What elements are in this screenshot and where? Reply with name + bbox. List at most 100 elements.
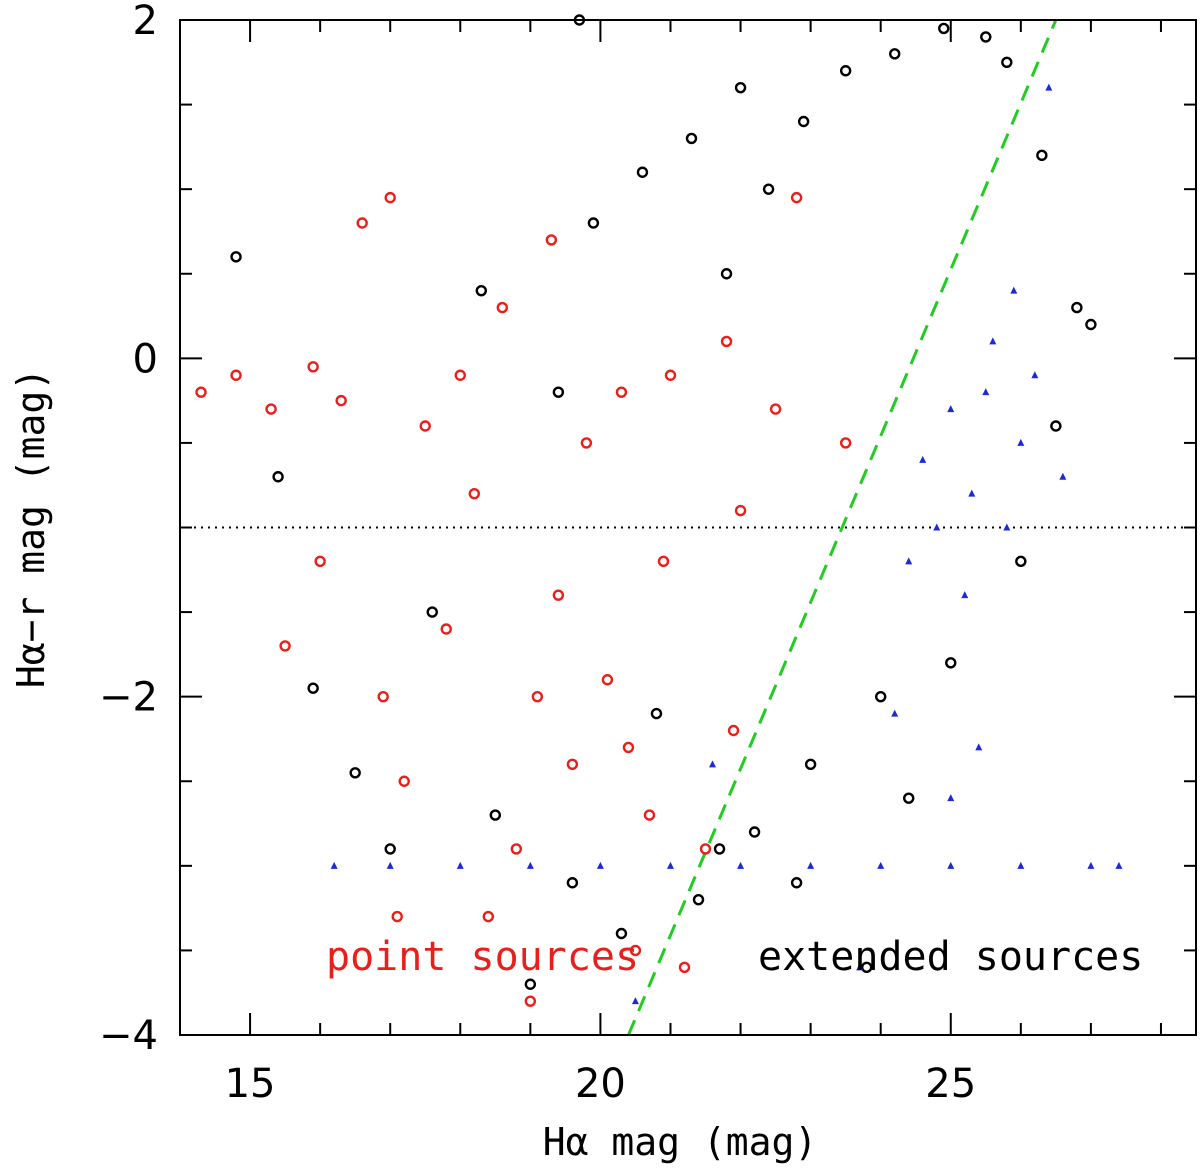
data-point xyxy=(713,843,726,855)
data-point xyxy=(737,861,745,869)
data-point xyxy=(601,674,614,686)
data-point xyxy=(903,792,915,804)
data-point xyxy=(790,877,803,889)
data-point xyxy=(699,843,712,855)
data-point xyxy=(1085,318,1097,331)
data-point xyxy=(622,741,635,754)
data-point xyxy=(657,555,670,568)
data-point xyxy=(975,743,983,751)
data-point xyxy=(195,386,207,398)
data-point xyxy=(1003,523,1011,531)
data-point xyxy=(643,809,656,821)
data-point xyxy=(384,191,396,204)
data-point xyxy=(889,48,901,60)
data-point xyxy=(631,997,639,1005)
data-point xyxy=(860,961,873,974)
data-point xyxy=(905,557,913,565)
data-point xyxy=(468,487,480,500)
data-point xyxy=(856,963,864,971)
data-point xyxy=(919,455,927,463)
data-point xyxy=(454,369,466,381)
data-point xyxy=(482,910,495,923)
data-point xyxy=(678,961,691,974)
data-point xyxy=(545,234,558,246)
data-point xyxy=(692,893,705,906)
data-point xyxy=(335,394,347,407)
y-tick-label: 2 xyxy=(133,0,158,44)
x-tick-label: 25 xyxy=(925,1061,976,1107)
x-tick-label: 20 xyxy=(575,1061,626,1107)
data-point xyxy=(807,861,815,869)
data-point xyxy=(720,268,733,280)
y-tick-label: −4 xyxy=(99,1013,158,1059)
tick-labels: 15 20 25 −4 −2 0 2 xyxy=(99,0,976,1107)
data-point xyxy=(734,81,747,94)
data-point xyxy=(650,707,663,720)
data-point xyxy=(1031,371,1039,379)
data-point xyxy=(636,166,649,178)
data-point xyxy=(524,995,537,1007)
data-point xyxy=(1010,286,1018,294)
data-point xyxy=(1045,83,1053,91)
data-point xyxy=(1001,56,1013,68)
data-point xyxy=(839,437,852,449)
data-point xyxy=(947,861,955,869)
data-point xyxy=(265,403,277,415)
data-point xyxy=(384,843,396,855)
data-point xyxy=(989,337,997,345)
data-point xyxy=(1017,438,1025,446)
data-point xyxy=(456,861,464,869)
data-point xyxy=(947,405,955,413)
data-point xyxy=(391,910,403,923)
reference-lines xyxy=(180,19,1196,1036)
data-point xyxy=(874,690,887,703)
legend-point-sources: point sources xyxy=(326,934,639,980)
data-point xyxy=(615,386,628,398)
data-point xyxy=(1115,861,1123,869)
y-axis-label: Hα−r mag (mag) xyxy=(9,368,53,688)
data-point xyxy=(685,132,698,145)
data-point xyxy=(314,555,326,568)
data-point xyxy=(877,861,885,869)
data-point xyxy=(938,22,950,35)
data-point xyxy=(980,31,992,43)
data-point xyxy=(349,767,361,779)
data-point xyxy=(272,471,284,483)
data-point xyxy=(891,709,899,717)
data-point xyxy=(426,606,438,618)
data-point xyxy=(356,217,368,229)
data-point xyxy=(804,758,817,771)
data-point xyxy=(961,591,969,599)
data-point xyxy=(769,403,782,415)
data-point xyxy=(762,183,775,195)
data-point xyxy=(968,489,976,497)
data-point xyxy=(615,927,628,940)
data-point xyxy=(709,760,717,768)
data-point xyxy=(489,809,502,821)
data-point xyxy=(1017,861,1025,869)
data-point xyxy=(440,623,452,635)
data-point xyxy=(386,861,394,869)
data-point xyxy=(720,335,733,348)
data-point xyxy=(230,251,242,263)
data-point xyxy=(526,861,534,869)
data-points xyxy=(195,14,1123,1007)
data-point xyxy=(580,437,593,449)
data-point xyxy=(1015,555,1027,568)
selection-cut-line xyxy=(627,19,1058,1036)
data-point xyxy=(566,758,579,771)
data-point xyxy=(1071,301,1083,314)
data-point xyxy=(629,944,642,957)
data-point xyxy=(734,504,747,517)
axis-ticks xyxy=(179,19,1196,1036)
data-point xyxy=(419,420,431,432)
data-point xyxy=(1059,472,1067,480)
data-point xyxy=(945,657,957,669)
legend-extended-sources: extended sources xyxy=(758,934,1143,980)
data-point xyxy=(587,217,600,229)
data-point xyxy=(666,861,674,869)
data-point xyxy=(566,877,579,889)
plot-frame xyxy=(179,19,1197,1036)
data-point xyxy=(552,386,565,398)
